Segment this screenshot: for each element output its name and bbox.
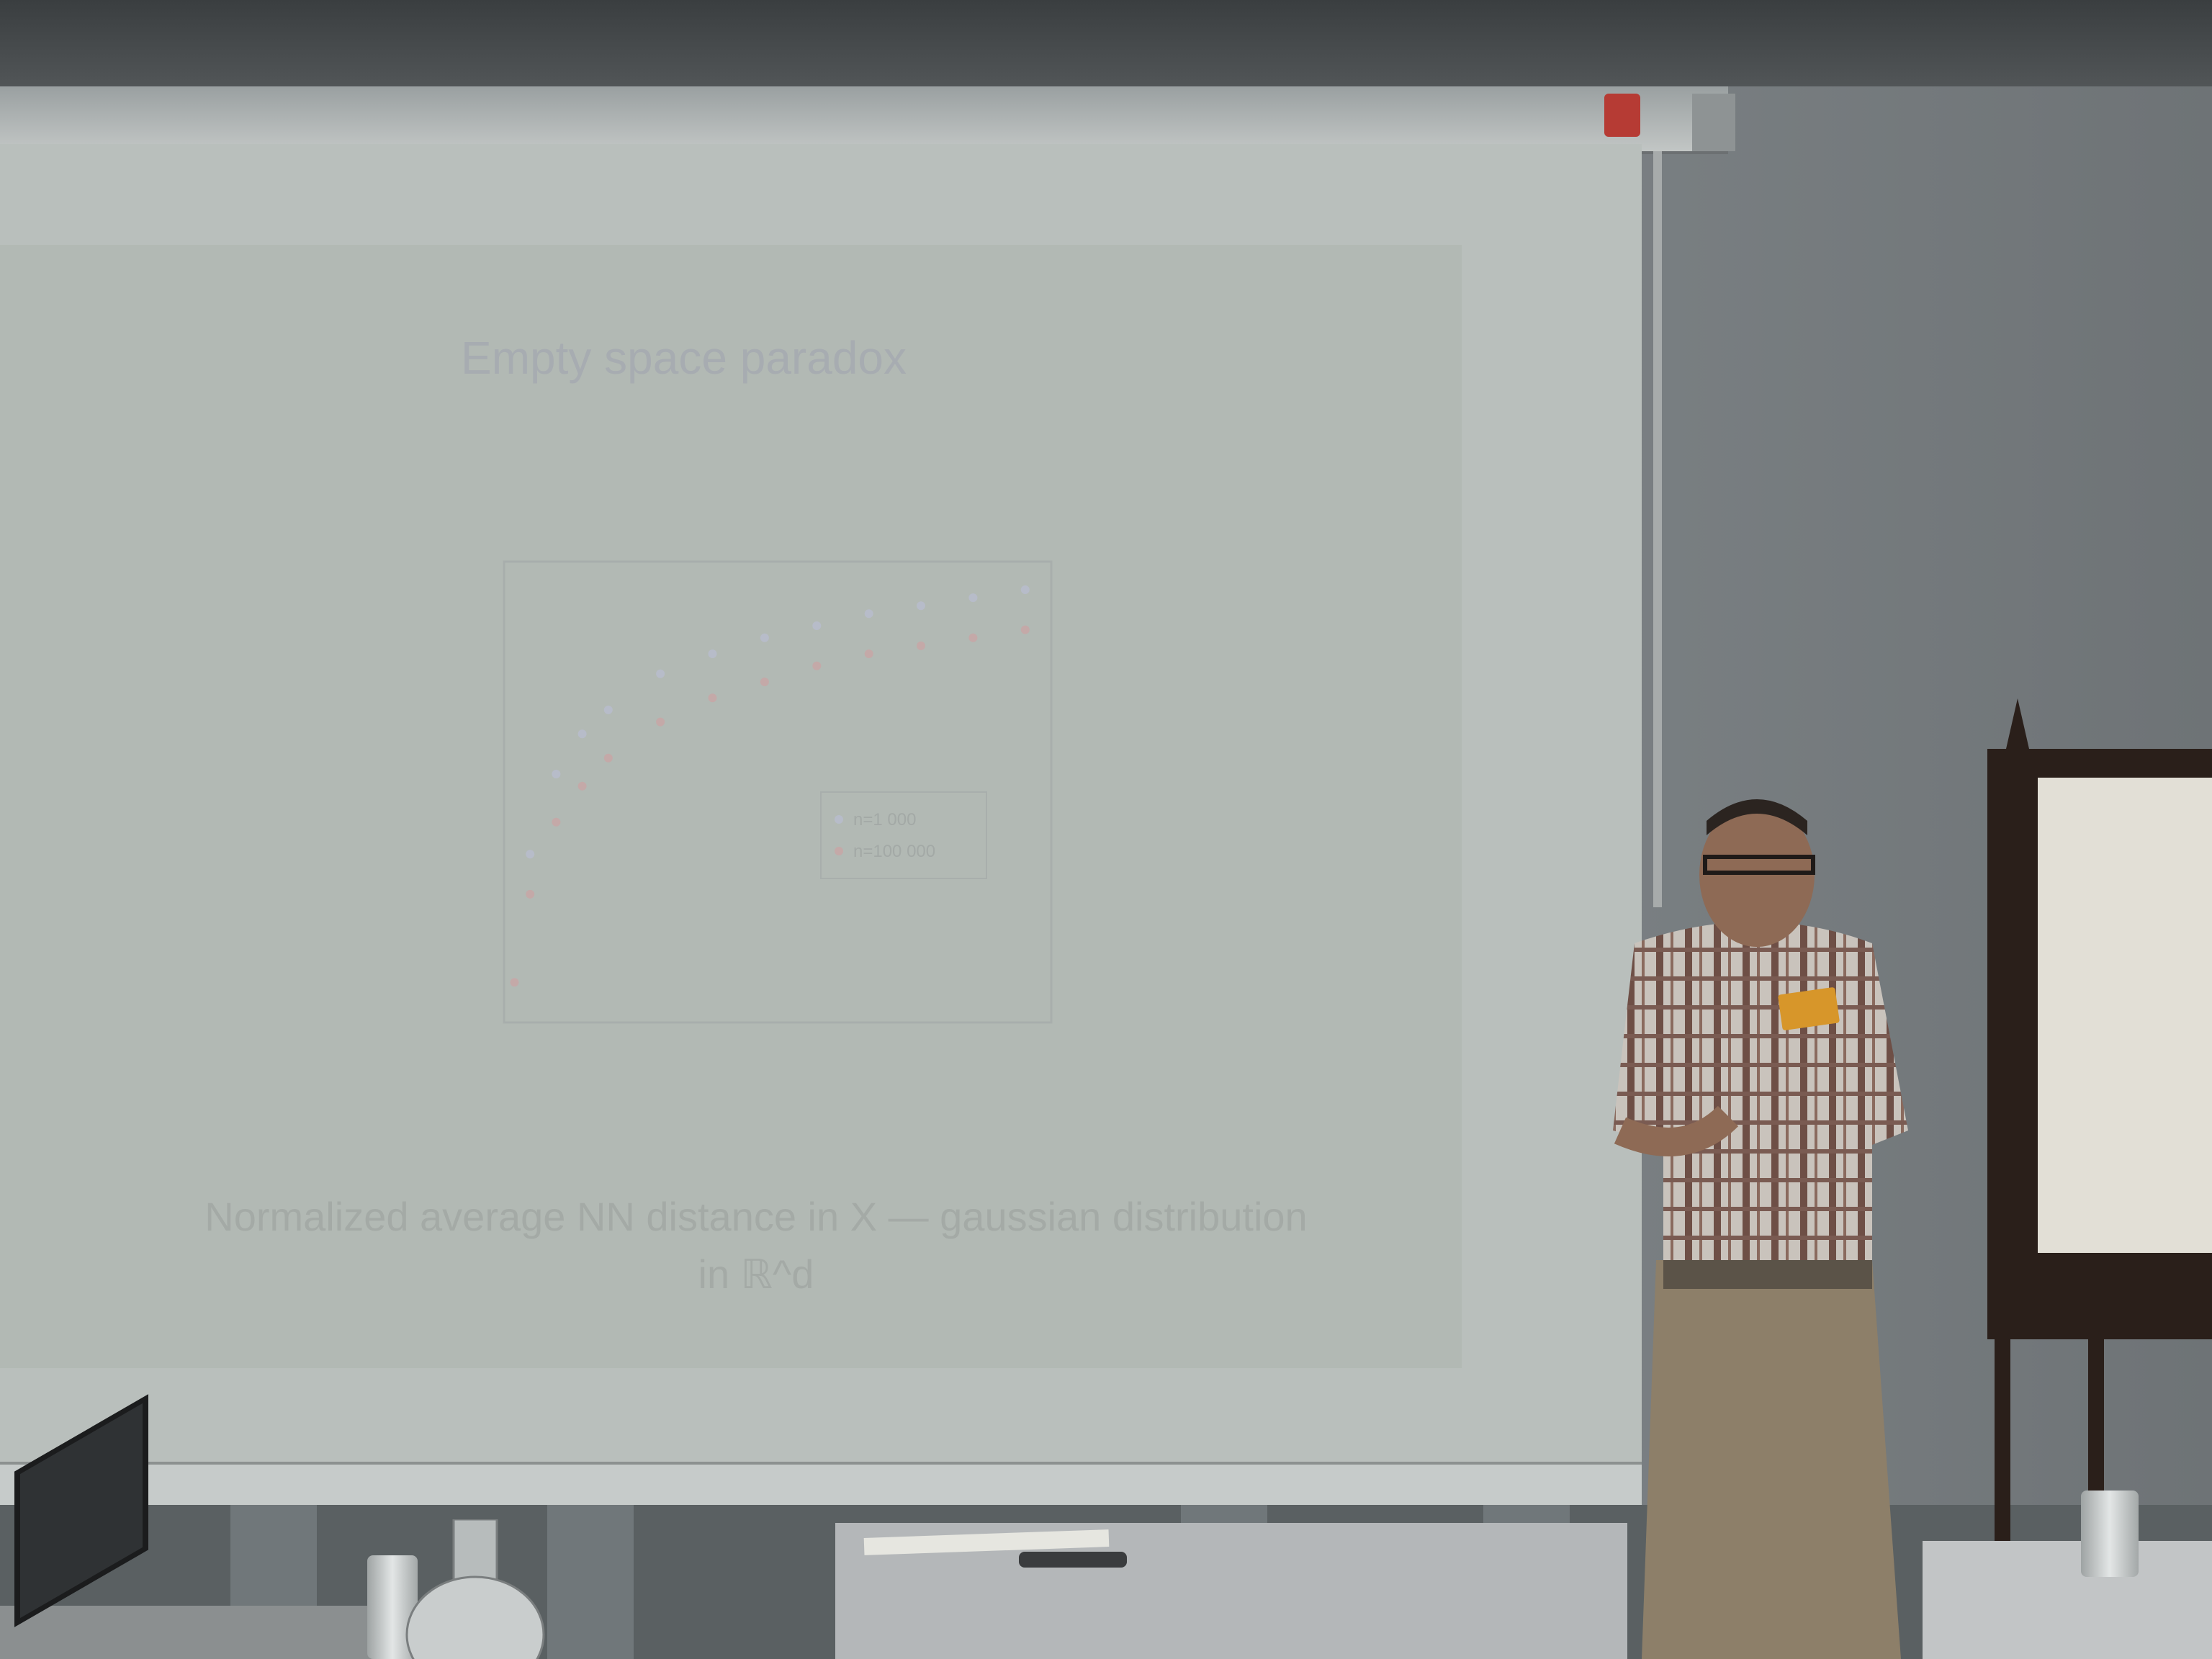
screen-bottom-bar — [0, 1462, 1642, 1508]
data-point — [864, 609, 873, 619]
flipchart-paper — [2038, 778, 2212, 1253]
table-right — [1923, 1541, 2212, 1659]
data-point — [603, 753, 613, 763]
data-point — [812, 621, 822, 630]
plaid-shirt — [1613, 922, 1908, 1274]
carafe — [405, 1519, 545, 1659]
housing-bracket — [1692, 94, 1735, 151]
data-point — [708, 693, 717, 703]
projected-slide — [0, 245, 1462, 1368]
data-point — [1020, 585, 1030, 594]
legend-marker — [835, 815, 843, 824]
data-point — [552, 770, 561, 778]
belt — [1663, 1260, 1872, 1289]
data-point — [1020, 625, 1030, 634]
slide-caption: Normalized average NN distance in X — ga… — [144, 1188, 1368, 1303]
legend-label: n=1 000 — [853, 810, 916, 830]
flipchart-finial — [2006, 698, 2029, 749]
data-point — [968, 593, 978, 603]
data-point — [708, 649, 717, 658]
data-point — [526, 889, 535, 899]
data-point — [577, 729, 587, 739]
data-point — [864, 649, 873, 658]
caption-line-2: in ℝ^d — [698, 1251, 814, 1297]
data-point — [760, 633, 769, 642]
data-point — [760, 678, 769, 686]
hair — [1707, 799, 1807, 835]
data-point — [917, 641, 925, 650]
screen-pole — [1653, 151, 1662, 907]
legend-box — [820, 791, 987, 879]
water-glass — [2081, 1491, 2139, 1577]
data-point — [812, 661, 822, 670]
data-point — [603, 705, 613, 714]
data-point — [552, 817, 561, 827]
data-point — [917, 601, 925, 611]
slide-title: Empty space paradox — [461, 332, 907, 384]
data-point — [510, 978, 519, 987]
data-point — [656, 669, 665, 678]
housing-label — [1604, 94, 1640, 137]
ceiling — [0, 0, 2212, 101]
legend-label: n=100 000 — [853, 842, 935, 861]
data-point — [526, 850, 535, 859]
wall-panel — [547, 1505, 634, 1659]
remote-control — [1019, 1552, 1127, 1568]
legend-marker — [835, 847, 843, 855]
caption-line-1: Normalized average NN distance in X — ga… — [204, 1194, 1308, 1239]
glasses — [1703, 855, 1815, 875]
data-point — [656, 717, 665, 727]
arm-gesture — [1614, 1105, 1739, 1156]
data-point — [968, 633, 978, 642]
plot-frame — [503, 560, 1053, 1024]
data-point — [577, 781, 587, 791]
slide-plot: n=1 000 n=100 000 — [503, 560, 1053, 1024]
trousers — [1642, 1260, 1901, 1659]
